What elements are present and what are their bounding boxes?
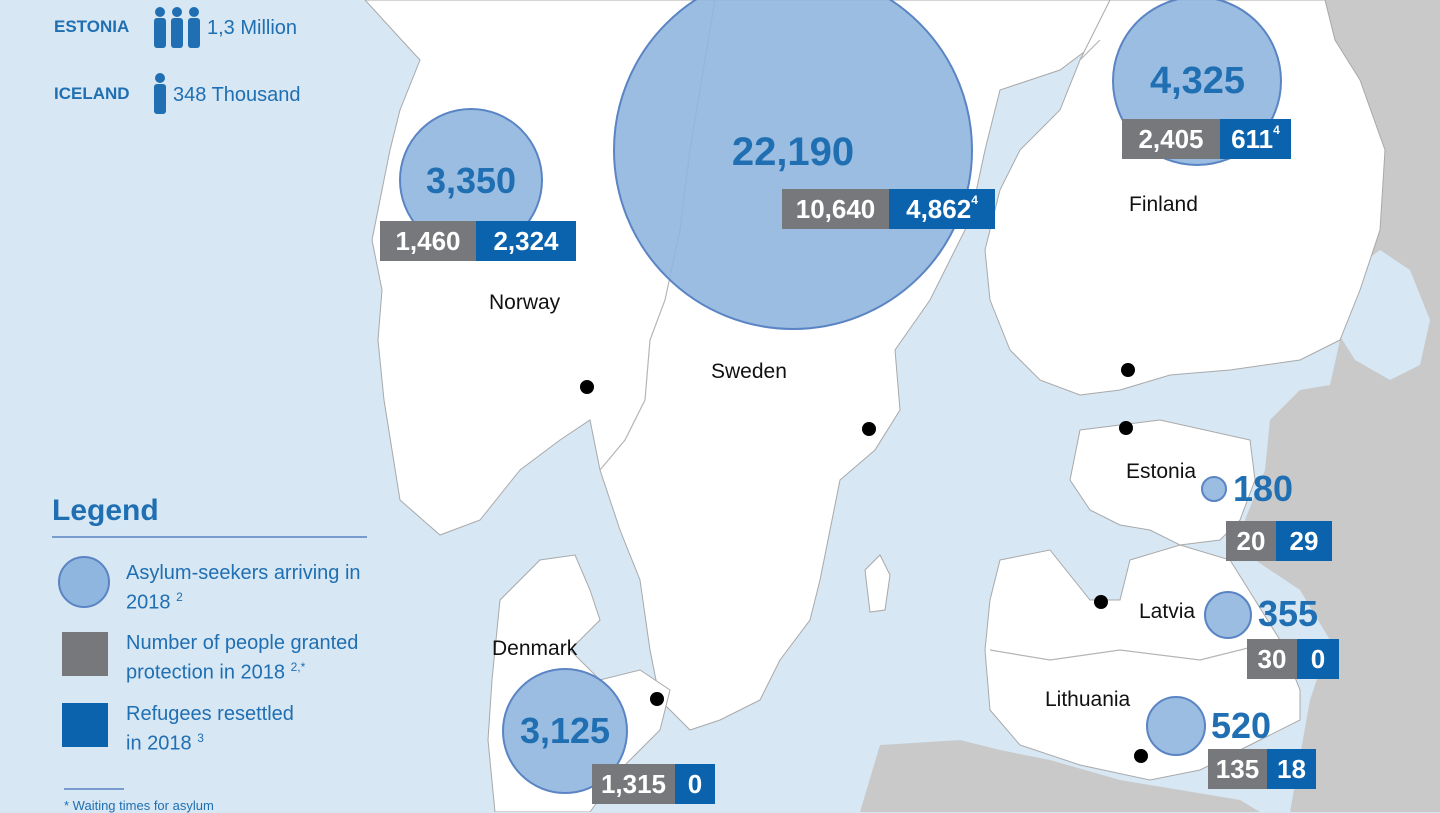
granted-finland: 2,405 <box>1122 119 1220 159</box>
country-label-finland: Finland <box>1129 193 1198 216</box>
capital-dot-oslo <box>580 380 594 394</box>
country-label-norway: Norway <box>489 291 561 314</box>
capital-dot-tallinn <box>1119 421 1133 435</box>
resettled-norway: 2,324 <box>476 221 576 261</box>
population-country-estonia: ESTONIA <box>54 17 130 36</box>
capital-dot-stockholm <box>862 422 876 436</box>
capital-dot-helsinki <box>1121 363 1135 377</box>
capital-dot-copenhagen <box>650 692 664 706</box>
capital-dot-riga <box>1094 595 1108 609</box>
person-icon <box>154 73 166 114</box>
granted-denmark: 1,315 <box>592 764 675 804</box>
granted-latvia: 30 <box>1247 639 1297 679</box>
bubble-lithuania <box>1146 696 1206 756</box>
bubble-denmark <box>502 668 628 794</box>
bubble-latvia <box>1204 591 1252 639</box>
population-value-iceland: 348 Thousand <box>173 84 301 106</box>
legend-granted-label: Number of people granted protection in 2… <box>126 632 359 684</box>
legend-bubble-swatch <box>58 556 110 608</box>
resettled-lithuania: 18 <box>1267 749 1316 789</box>
estonia-land <box>1069 419 1256 546</box>
resettled-sweden: 4,8624 <box>889 189 995 229</box>
country-label-sweden: Sweden <box>711 360 787 383</box>
legend-resettled-label: Refugees resettled in 2018 3 <box>126 703 294 755</box>
arrivals-estonia: 180 <box>1233 468 1294 509</box>
population-country-iceland: ICELAND <box>54 84 130 103</box>
population-value-estonia: 1,3 Million <box>207 17 298 39</box>
resettled-latvia: 0 <box>1297 639 1339 679</box>
gotland-island <box>864 554 891 613</box>
sweden-finland-border <box>1079 39 1101 61</box>
country-label-estonia: Estonia <box>1126 460 1197 483</box>
legend-granted-swatch <box>62 632 108 676</box>
granted-estonia: 20 <box>1226 521 1276 561</box>
people-group-icon <box>154 7 200 48</box>
arrivals-latvia: 355 <box>1258 593 1319 634</box>
latvia-lithuania-border <box>989 639 1281 661</box>
capital-dot-vilnius <box>1134 749 1148 763</box>
arrivals-sweden: 22,190 <box>731 130 855 174</box>
bubble-sweden <box>613 0 973 330</box>
arrivals-denmark: 3,125 <box>519 710 611 751</box>
bubble-estonia <box>1201 476 1227 502</box>
legend-resettled-swatch <box>62 703 108 747</box>
poland-land <box>860 740 1260 812</box>
legend-title: Legend <box>52 494 159 527</box>
country-label-latvia: Latvia <box>1139 600 1196 623</box>
granted-sweden: 10,640 <box>782 189 889 229</box>
arrivals-finland: 4,325 <box>1149 60 1246 102</box>
granted-norway: 1,460 <box>380 221 476 261</box>
resettled-finland: 6114 <box>1220 119 1291 159</box>
resettled-estonia: 29 <box>1276 521 1332 561</box>
finland-land <box>984 0 1386 396</box>
granted-lithuania: 135 <box>1208 749 1267 789</box>
footnote-waiting-times: * Waiting times for asylum <box>64 798 214 813</box>
country-label-denmark: Denmark <box>492 637 578 660</box>
russia-land <box>1245 0 1440 812</box>
resettled-denmark: 0 <box>675 764 715 804</box>
arrivals-norway: 3,350 <box>425 160 517 201</box>
legend-arrivals-label: Asylum-seekers arriving in 2018 2 <box>126 562 361 614</box>
country-label-lithuania: Lithuania <box>1045 688 1131 711</box>
arrivals-lithuania: 520 <box>1211 705 1272 746</box>
